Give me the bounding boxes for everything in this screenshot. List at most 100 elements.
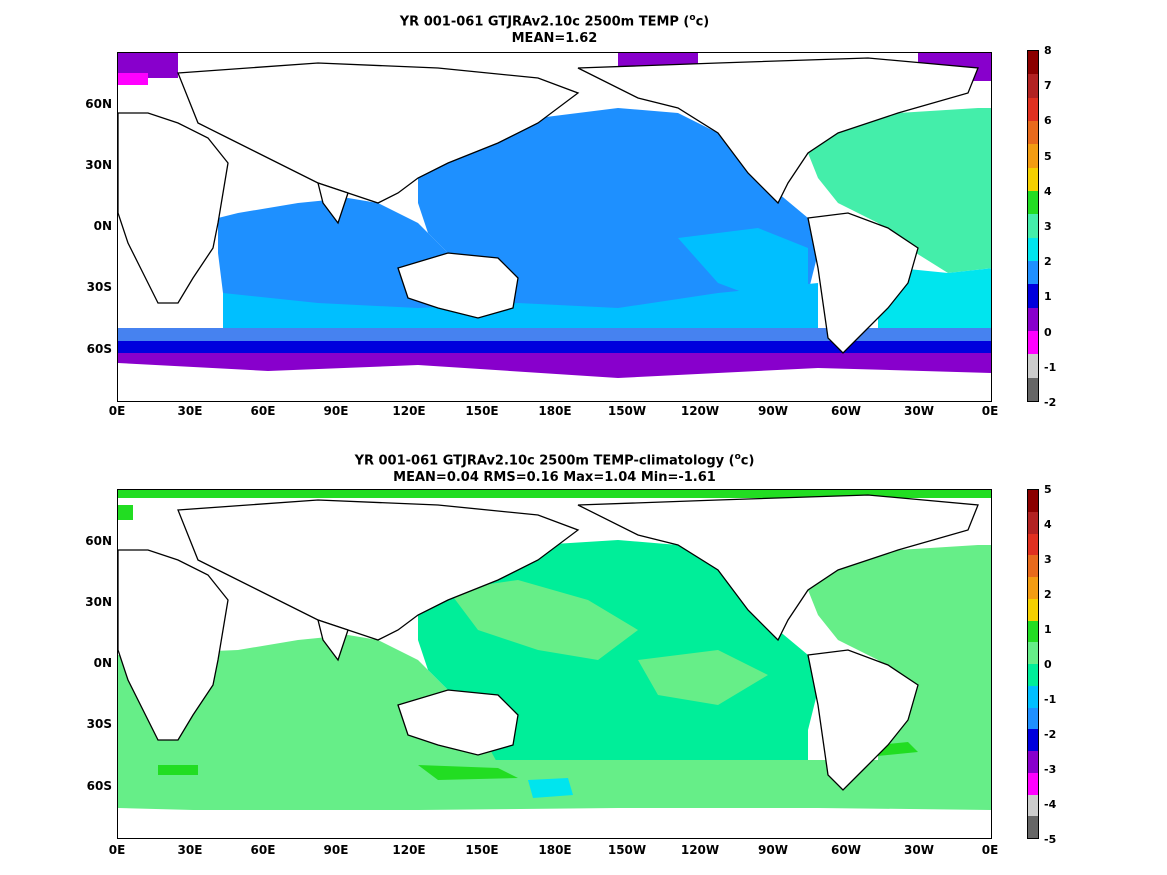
- p2-cyan-patch: [528, 778, 573, 798]
- p2-xtick: 180E: [538, 843, 572, 857]
- p2-south-america: [807, 649, 919, 791]
- panel1-colorbar: [1027, 50, 1039, 402]
- p1-xtick: 120E: [392, 404, 426, 418]
- colorbar-label: 5: [1044, 149, 1052, 163]
- colorbar-label: 3: [1044, 553, 1052, 566]
- p1-ytick: 0N: [93, 219, 112, 233]
- p2-ytick: 60S: [86, 779, 112, 793]
- colorbar-segment: [1028, 330, 1038, 355]
- p1-india: [317, 182, 349, 225]
- colorbar-segment: [1028, 51, 1038, 75]
- p2-india: [317, 619, 349, 662]
- p1-xtick: 90W: [758, 404, 788, 418]
- colorbar-label: -2: [1044, 396, 1057, 409]
- colorbar-segment: [1028, 577, 1038, 599]
- panel1-map-svg: [118, 53, 991, 401]
- p1-arctic-patch-4: [118, 73, 148, 85]
- colorbar-segment: [1028, 120, 1038, 145]
- p1-xtick: 30E: [177, 404, 203, 418]
- colorbar-segment: [1028, 794, 1038, 817]
- p2-pacific-patches: [448, 580, 768, 705]
- p1-north-america: [577, 57, 979, 205]
- panel2-map-svg: [118, 490, 991, 838]
- colorbar-label: 4: [1044, 184, 1052, 198]
- colorbar-segment: [1028, 97, 1038, 121]
- p2-arctic-patch-1: [118, 490, 991, 498]
- p2-ytick: 60N: [85, 534, 112, 548]
- p1-xtick: 180E: [538, 404, 572, 418]
- colorbar-label: -4: [1044, 798, 1057, 811]
- p2-ytick: 0N: [93, 656, 112, 670]
- colorbar-label: -3: [1044, 763, 1057, 776]
- p2-antarctica: [118, 808, 991, 838]
- colorbar-segment: [1028, 490, 1038, 512]
- colorbar-label: 1: [1044, 623, 1052, 636]
- p2-xtick: 120W: [680, 843, 720, 857]
- p2-xtick: 90E: [323, 843, 349, 857]
- p2-xtick: 150W: [607, 843, 647, 857]
- p2-xtick: 0E: [981, 843, 999, 857]
- p1-ytick: 60N: [85, 97, 112, 111]
- p2-arctic-patch-2: [118, 505, 133, 520]
- colorbar-segment: [1028, 74, 1038, 98]
- p1-cyan-band-south: [223, 283, 818, 338]
- p1-xtick: 150E: [465, 404, 499, 418]
- p1-xtick: 60E: [250, 404, 276, 418]
- panel2-map: [117, 489, 992, 839]
- panel2-title-unit: c): [740, 453, 755, 469]
- colorbar-label: 7: [1044, 79, 1052, 93]
- colorbar-label: 1: [1044, 290, 1052, 304]
- colorbar-segment: [1028, 167, 1038, 191]
- p2-xtick: 0E: [108, 843, 126, 857]
- panel1-title: YR 001-061 GTJRAv2.10c 2500m TEMP (oc) M…: [117, 10, 992, 47]
- colorbar-label: 6: [1044, 114, 1052, 128]
- p2-xtick: 150E: [465, 843, 499, 857]
- colorbar-segment: [1028, 772, 1038, 795]
- p1-australia: [397, 252, 519, 319]
- p2-xtick: 60E: [250, 843, 276, 857]
- colorbar-label: -1: [1044, 360, 1057, 374]
- p2-xtick: 90W: [758, 843, 788, 857]
- p1-ytick: 30S: [86, 280, 112, 294]
- panel2-title-sup: o: [734, 452, 741, 462]
- p2-xtick: 30W: [904, 843, 934, 857]
- colorbar-label: 3: [1044, 220, 1052, 233]
- p1-xtick: 90E: [323, 404, 349, 418]
- p1-ytick: 30N: [85, 158, 112, 172]
- panel1-title-sup: o: [689, 13, 696, 23]
- colorbar-segment: [1028, 664, 1038, 686]
- colorbar-segment: [1028, 511, 1038, 534]
- p2-australia: [397, 689, 519, 756]
- p1-xtick: 60W: [831, 404, 861, 418]
- p1-band-1: [118, 328, 991, 343]
- panel1-title-text: YR 001-061 GTJRAv2.10c 2500m TEMP (: [399, 14, 690, 30]
- panel2-colorbar: [1027, 489, 1039, 839]
- colorbar-segment: [1028, 190, 1038, 215]
- colorbar-label: -1: [1044, 693, 1057, 706]
- p1-ytick: 60S: [86, 342, 112, 356]
- p1-band-neg1: [118, 353, 991, 378]
- p1-antarctica: [118, 371, 991, 401]
- p1-xtick: 150W: [607, 404, 647, 418]
- panel1-subtitle: MEAN=1.62: [511, 31, 598, 47]
- colorbar-segment: [1028, 284, 1038, 308]
- colorbar-segment: [1028, 729, 1038, 751]
- p1-band-0: [118, 341, 991, 356]
- p2-xtick: 60W: [831, 843, 861, 857]
- p2-north-america: [577, 494, 979, 642]
- p1-atlantic-north: [808, 108, 991, 273]
- colorbar-segment: [1028, 354, 1038, 378]
- colorbar-segment: [1028, 751, 1038, 773]
- colorbar-label: 2: [1044, 588, 1052, 601]
- p1-xtick: 30W: [904, 404, 934, 418]
- panel2-title-text: YR 001-061 GTJRAv2.10c 2500m TEMP-climat…: [354, 453, 735, 469]
- colorbar-label: -2: [1044, 728, 1057, 741]
- colorbar-segment: [1028, 377, 1038, 401]
- colorbar-label: 0: [1044, 658, 1052, 671]
- colorbar-label: 8: [1044, 44, 1052, 57]
- colorbar-segment: [1028, 685, 1038, 708]
- colorbar-segment: [1028, 642, 1038, 664]
- colorbar-segment: [1028, 816, 1038, 838]
- p2-eurasia: [177, 499, 580, 641]
- p2-africa: [118, 549, 229, 741]
